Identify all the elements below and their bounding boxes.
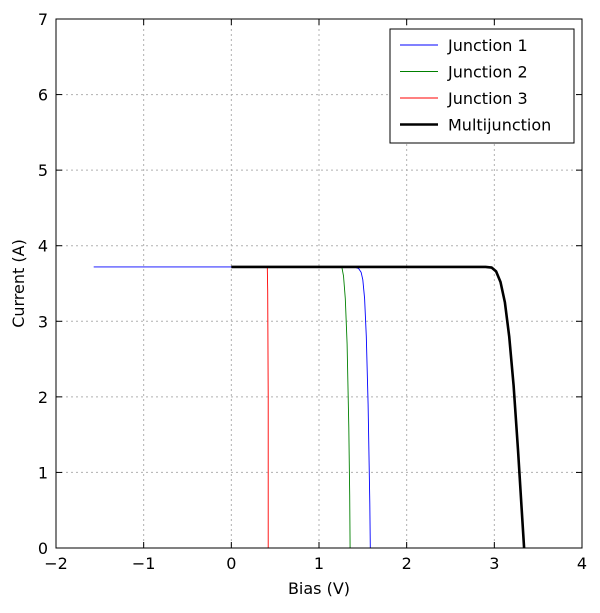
axis-ticks: −2 −1 0 1 2 3 4 0 1 2 3 4 5 6 7 (38, 10, 587, 573)
y-tick-label: 5 (38, 161, 48, 180)
y-tick-label: 4 (38, 237, 48, 256)
x-tick-label: 2 (402, 554, 412, 573)
series-lines (93, 265, 526, 549)
x-tick-label: −2 (44, 554, 68, 573)
y-axis-label: Current (A) (9, 239, 28, 328)
series-line-junction-2 (341, 266, 351, 549)
x-tick-label: 3 (489, 554, 499, 573)
legend-label-junction-3: Junction 3 (447, 89, 528, 108)
x-axis-label: Bias (V) (288, 579, 350, 598)
legend-label-multijunction: Multijunction (448, 116, 551, 135)
series-line-junction-1 (93, 266, 371, 549)
legend: Junction 1 Junction 2 Junction 3 Multijunct… (389, 28, 575, 144)
y-tick-label: 3 (38, 312, 48, 331)
legend-label-junction-2: Junction 2 (447, 63, 528, 82)
y-tick-label: 6 (38, 86, 48, 105)
y-tick-label: 7 (38, 10, 48, 29)
series-line-multijunction (231, 265, 526, 549)
y-tick-label: 1 (38, 463, 48, 482)
x-tick-label: −1 (132, 554, 156, 573)
legend-label-junction-1: Junction 1 (447, 36, 528, 55)
y-tick-label: 0 (38, 539, 48, 558)
series-line-junction-3 (266, 266, 269, 548)
x-tick-label: 1 (314, 554, 324, 573)
x-tick-label: 0 (226, 554, 236, 573)
y-tick-label: 2 (38, 388, 48, 407)
x-tick-label: 4 (577, 554, 587, 573)
